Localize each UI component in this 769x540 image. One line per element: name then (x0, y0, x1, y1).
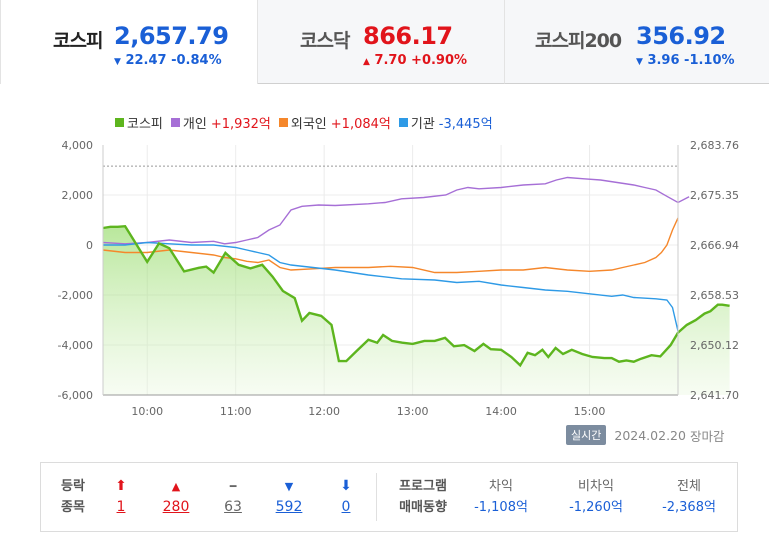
y-right-tick-label: 2,666.94 (690, 239, 739, 252)
down-arrow-icon: ▼ (636, 57, 643, 67)
intraday-chart: 4,000 2,000 0 -2,000 -4,000 -6,000 2,683.76 2,6… (58, 139, 739, 415)
y-right-tick-label: 2,675.35 (690, 189, 739, 202)
legend-swatch (278, 118, 288, 127)
legend-item-foreign[interactable]: 외국인 +1,084억 (278, 113, 391, 132)
realtime-badge: 실시간 (566, 425, 607, 445)
y-right-tick-label: 2,658.53 (690, 289, 739, 302)
x-tick-label: 13:00 (397, 405, 429, 415)
program-non-arbitrage: 비차익 -1,260억 (569, 479, 623, 515)
index-line (102, 224, 730, 368)
series-lines (102, 176, 730, 368)
breadth-falling[interactable]: ▼ 592 (269, 476, 309, 518)
flow-line-기관 (103, 241, 679, 332)
divider (376, 473, 377, 521)
index-tabs: 코스피 2,657.79 ▼ 22.47 -0.84% 코스닥 866.17 ▲… (0, 0, 769, 84)
x-tick-label: 14:00 (485, 405, 517, 415)
tab-value: 866.17 (363, 22, 453, 50)
y-left-tick-label: 0 (86, 239, 93, 252)
breadth-rising[interactable]: ▲ 280 (156, 476, 196, 518)
x-tick-label: 10:00 (131, 405, 163, 415)
x-tick-label: 12:00 (308, 405, 340, 415)
tab-value: 356.92 (636, 22, 726, 50)
breadth-label: 등락 종목 (61, 479, 85, 515)
status-date: 2024.02.20 (614, 427, 686, 443)
y-left-tick-label: 4,000 (62, 139, 94, 152)
chart-axes: 4,000 2,000 0 -2,000 -4,000 -6,000 2,683.76 2,6… (58, 139, 739, 415)
tab-name: 코스닥 (300, 30, 350, 52)
upper-limit-icon: ⬆ (115, 478, 127, 494)
breadth-unchanged[interactable]: ━ 63 (213, 476, 253, 518)
down-arrow-icon: ▼ (114, 57, 121, 67)
tab-name: 코스피200 (535, 30, 622, 52)
falling-icon: ▼ (284, 480, 294, 493)
legend-item-institution[interactable]: 기관 -3,445억 (398, 113, 493, 132)
y-right-tick-label: 2,683.76 (690, 139, 739, 152)
flow-line-외국인 (102, 217, 679, 274)
y-right-tick-label: 2,641.70 (690, 389, 739, 402)
legend-swatch (398, 118, 408, 127)
tab-kospi[interactable]: 코스피 2,657.79 ▼ 22.47 -0.84% (0, 0, 258, 84)
x-tick-label: 11:00 (220, 405, 252, 415)
tab-change: ▼ 3.96 -1.10% (636, 53, 735, 68)
y-right-tick-label: 2,650.12 (690, 339, 739, 352)
lower-limit-icon: ⬇ (340, 478, 352, 494)
tab-name: 코스피 (53, 30, 103, 52)
breadth-upper-limit[interactable]: ⬆ 1 (101, 476, 141, 518)
tab-value: 2,657.79 (114, 22, 229, 50)
rising-icon: ▲ (171, 480, 181, 493)
breadth-lower-limit[interactable]: ⬇ 0 (326, 476, 366, 518)
legend-item-kospi[interactable]: 코스피 (115, 113, 163, 132)
market-status: 실시간 2024.02.20 장마감 (566, 425, 724, 445)
y-left-tick-label: -4,000 (58, 339, 93, 352)
legend-swatch (115, 118, 124, 127)
program-label: 프로그램 매매동향 (399, 479, 447, 515)
legend-swatch (170, 118, 180, 127)
x-tick-label: 15:00 (574, 405, 606, 415)
tab-kosdaq[interactable]: 코스닥 866.17 ▲ 7.70 +0.90% (258, 0, 505, 84)
status-state: 장마감 (689, 428, 725, 444)
flow-line-개인 (102, 176, 690, 245)
program-total: 전체 -2,368억 (662, 479, 716, 515)
program-arbitrage: 차익 -1,108억 (474, 479, 528, 515)
index-area (103, 226, 730, 395)
y-left-tick-label: -6,000 (58, 389, 93, 402)
y-left-tick-label: 2,000 (62, 189, 94, 202)
index-area-fill (103, 226, 730, 395)
up-arrow-icon: ▲ (363, 57, 370, 67)
tab-change: ▲ 7.70 +0.90% (363, 53, 468, 68)
y-left-tick-label: -2,000 (58, 289, 93, 302)
chart-legend: 코스피 개인 +1,932억 외국인 +1,084억 기관 -3,445억 (115, 113, 501, 132)
unchanged-icon: ━ (229, 480, 237, 493)
tab-kospi200[interactable]: 코스피200 356.92 ▼ 3.96 -1.10% (505, 0, 769, 84)
market-breadth-panel: 등락 종목 ⬆ 1 ▲ 280 ━ 63 ▼ 592 ⬇ 0 프로그램 매매동향… (40, 462, 738, 532)
legend-item-individual[interactable]: 개인 +1,932억 (170, 113, 271, 132)
tab-change: ▼ 22.47 -0.84% (114, 53, 222, 68)
